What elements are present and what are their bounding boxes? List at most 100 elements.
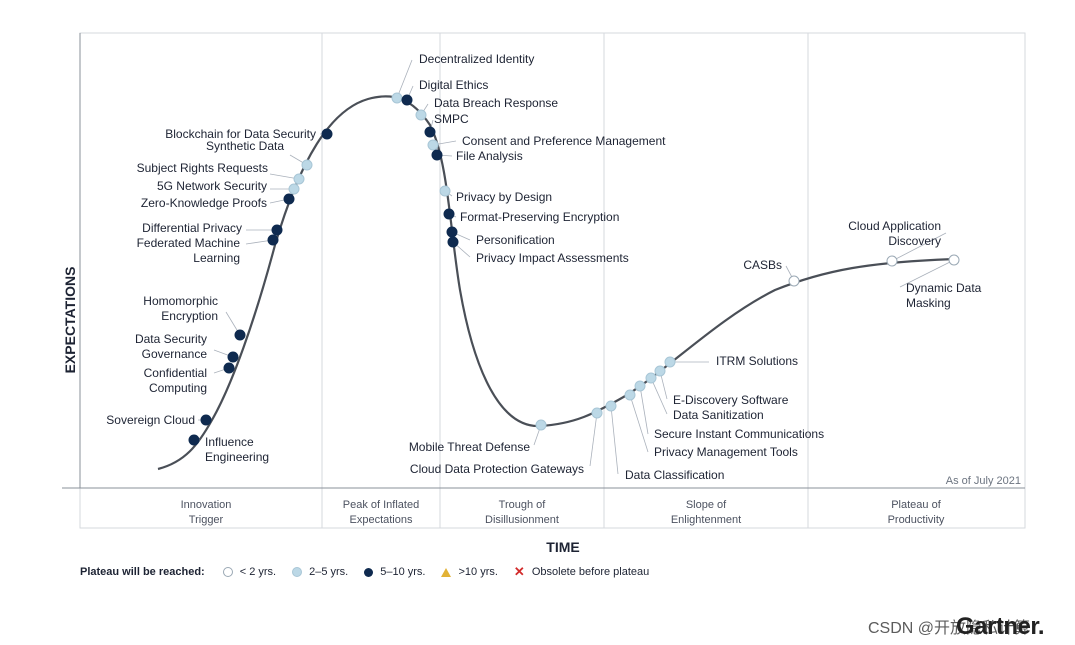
as-of-date: As of July 2021 bbox=[946, 475, 1021, 487]
phase-label: Peak of Inflated Expectations bbox=[343, 499, 419, 526]
marker-cloud-data-protection-gateways bbox=[591, 407, 603, 419]
label-data-sanitization: Data Sanitization bbox=[673, 408, 764, 422]
phase-label: Slope of Enlightenment bbox=[671, 499, 741, 526]
label-federated-machine-learning: Federated Machine Learning bbox=[137, 236, 241, 265]
leader-dynamic-data-masking bbox=[899, 259, 955, 288]
label-data-classification: Data Classification bbox=[625, 468, 724, 482]
marker-e-discovery-software bbox=[654, 365, 666, 377]
chart-frame: Innovation Trigger Peak of Inflated Expecta… bbox=[62, 32, 1026, 529]
legend-item-over-10-years: >10 yrs. bbox=[441, 566, 498, 578]
label-digital-ethics: Digital Ethics bbox=[419, 78, 488, 92]
marker-influence-engineering bbox=[188, 434, 200, 446]
label-zero-knowledge-proofs: Zero-Knowledge Proofs bbox=[141, 196, 267, 210]
marker-data-breach-response bbox=[415, 109, 427, 121]
white-circle-icon bbox=[222, 567, 233, 577]
legend-item-under-2-years: < 2 yrs. bbox=[222, 566, 277, 578]
legend-item-2-5-years: 2–5 yrs. bbox=[292, 566, 348, 578]
label-decentralized-identity: Decentralized Identity bbox=[419, 52, 534, 66]
legend-label: 2–5 yrs. bbox=[309, 566, 349, 578]
marker-5g-network-security bbox=[288, 183, 300, 195]
label-consent-and-preference-management: Consent and Preference Management bbox=[462, 134, 666, 148]
label-privacy-management-tools: Privacy Management Tools bbox=[654, 445, 798, 459]
y-axis-label: EXPECTATIONS bbox=[62, 267, 78, 374]
marker-blockchain-for-data-security bbox=[321, 128, 333, 140]
leader-cloud-data-protection-gateways bbox=[589, 412, 598, 467]
label-dynamic-data-masking: Dynamic Data Masking bbox=[906, 281, 982, 310]
legend-label: < 2 yrs. bbox=[239, 566, 277, 578]
marker-confidential-computing bbox=[223, 362, 235, 374]
leader-decentralized-identity bbox=[396, 59, 413, 99]
leader-privacy-management-tools bbox=[629, 394, 649, 453]
marker-cloud-application-discovery bbox=[886, 255, 898, 267]
gartner-logo: Gartner. bbox=[956, 613, 1045, 640]
marker-format-preserving-encryption bbox=[443, 208, 455, 220]
legend-item-obsolete: ✕ Obsolete before plateau bbox=[513, 564, 650, 579]
phase-label: Plateau of Productivity bbox=[888, 499, 945, 526]
legend-label: 5–10 yrs. bbox=[380, 566, 426, 578]
label-mobile-threat-defense: Mobile Threat Defense bbox=[409, 440, 531, 454]
marker-differential-privacy bbox=[271, 224, 283, 236]
phase-label: Innovation Trigger bbox=[181, 499, 232, 526]
marker-sovereign-cloud bbox=[200, 414, 212, 426]
label-cloud-data-protection-gateways: Cloud Data Protection Gateways bbox=[410, 462, 584, 476]
label-privacy-impact-assessments: Privacy Impact Assessments bbox=[476, 251, 629, 265]
marker-secure-instant-communications bbox=[634, 380, 646, 392]
label-format-preserving-encryption: Format-Preserving Encryption bbox=[460, 210, 619, 224]
marker-digital-ethics bbox=[401, 94, 413, 106]
legend-item-5-10-years: 5–10 yrs. bbox=[364, 566, 425, 578]
label-secure-instant-communications: Secure Instant Communications bbox=[654, 427, 824, 441]
label-e-discovery-software: E-Discovery Software bbox=[673, 393, 789, 407]
marker-privacy-impact-assessments bbox=[447, 236, 459, 248]
marker-smpc bbox=[424, 126, 436, 138]
red-cross-icon: ✕ bbox=[513, 564, 525, 579]
legend-label: Obsolete before plateau bbox=[531, 566, 650, 578]
marker-itrm-solutions bbox=[664, 356, 676, 368]
marker-synthetic-data bbox=[301, 159, 313, 171]
csdn-watermark: CSDN @开放隐私计算 bbox=[868, 620, 1031, 637]
legend-title: Plateau will be reached: bbox=[80, 566, 205, 578]
label-confidential-computing: Confidential Computing bbox=[144, 366, 207, 395]
label-synthetic-data: Synthetic Data bbox=[206, 139, 284, 153]
marker-decentralized-identity bbox=[391, 92, 403, 104]
marker-federated-machine-learning bbox=[267, 234, 279, 246]
marker-homomorphic-encryption bbox=[234, 329, 246, 341]
legend-label: >10 yrs. bbox=[458, 566, 498, 578]
marker-dynamic-data-masking bbox=[948, 254, 960, 266]
light-blue-circle-icon bbox=[292, 567, 303, 577]
label-casbs: CASBs bbox=[743, 258, 782, 272]
marker-file-analysis bbox=[431, 149, 443, 161]
marker-personification bbox=[446, 226, 458, 238]
technology-labels: Influence Engineering Sovereign Cloud Confi… bbox=[106, 52, 981, 482]
leader-cloud-application-discovery bbox=[891, 232, 947, 262]
label-influence-engineering: Influence Engineering bbox=[205, 435, 269, 464]
marker-data-sanitization bbox=[645, 372, 657, 384]
label-subject-rights-requests: Subject Rights Requests bbox=[137, 161, 268, 175]
marker-subject-rights-requests bbox=[293, 173, 305, 185]
label-smpc: SMPC bbox=[434, 112, 469, 126]
label-privacy-by-design: Privacy by Design bbox=[456, 190, 552, 204]
marker-zero-knowledge-proofs bbox=[283, 193, 295, 205]
label-data-breach-response: Data Breach Response bbox=[434, 96, 558, 110]
leader-data-classification bbox=[610, 405, 619, 475]
label-5g-network-security: 5G Network Security bbox=[157, 179, 267, 193]
plateau-legend: Plateau will be reached: < 2 yrs. 2–5 yr… bbox=[80, 564, 665, 579]
label-personification: Personification bbox=[476, 233, 555, 247]
hype-cycle-chart: Innovation Trigger Peak of Inflated Expecta… bbox=[62, 32, 1026, 555]
marker-data-classification bbox=[605, 400, 617, 412]
dark-blue-circle-icon bbox=[364, 567, 374, 577]
marker-privacy-management-tools bbox=[624, 389, 636, 401]
leader-data-sanitization bbox=[650, 377, 668, 415]
phase-label: Trough of Disillusionment bbox=[485, 499, 559, 526]
label-cloud-application-discovery: Cloud Application Discovery bbox=[848, 219, 941, 248]
label-differential-privacy: Differential Privacy bbox=[142, 221, 242, 235]
label-data-security-governance: Data Security Governance bbox=[135, 332, 207, 361]
label-blockchain-for-data-security: Blockchain for Data Security bbox=[165, 127, 316, 141]
label-homomorphic-encryption: Homomorphic Encryption bbox=[143, 294, 218, 323]
label-itrm-solutions: ITRM Solutions bbox=[716, 354, 798, 368]
leader-secure-instant-communications bbox=[639, 385, 649, 435]
yellow-triangle-icon bbox=[441, 567, 452, 577]
technology-markers bbox=[188, 92, 960, 446]
marker-mobile-threat-defense bbox=[535, 419, 547, 431]
label-file-analysis: File Analysis bbox=[456, 149, 523, 163]
label-leader-lines bbox=[194, 59, 955, 475]
